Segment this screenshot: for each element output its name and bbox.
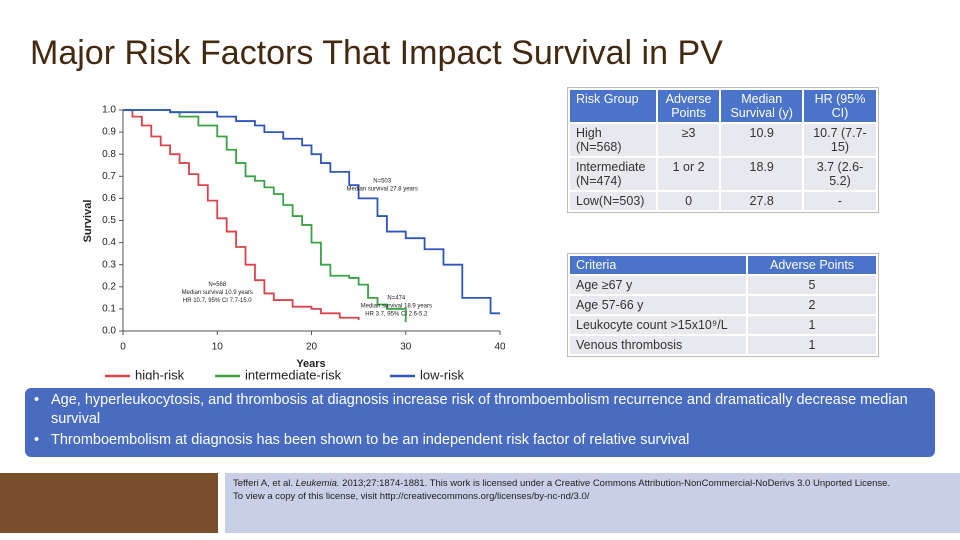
table-cell: High (N=568): [568, 122, 658, 158]
y-tick-label: 0.3: [102, 259, 116, 270]
annotation: N=474: [387, 295, 406, 301]
chart: 0.0 0.1 0.2 0.3 0.4 0.5 0.6 0.7 0.8 0.9 1.0 0 10 20 30…: [80, 87, 505, 380]
table-cell: Age ≥67 y: [567, 274, 749, 296]
table-cell: 27.8: [719, 190, 804, 212]
table-row: Leukocyte count >15x10⁹/L 1: [567, 314, 878, 336]
x-axis-label: Years: [296, 358, 325, 370]
header-cell: Median Survival (y): [719, 88, 804, 124]
x-tick-label: 10: [212, 342, 224, 353]
y-tick-label: 0.5: [102, 215, 116, 226]
y-tick-label: 0.8: [102, 149, 116, 160]
y-tick-label: 0.2: [102, 281, 116, 292]
footer-bar: [0, 473, 218, 533]
citation-journal: Leukemia.: [295, 478, 340, 489]
table-cell: 10.7 (7.7-15): [801, 122, 879, 158]
legend-label: intermediate-risk: [245, 367, 342, 380]
legend-label: low-risk: [420, 367, 465, 380]
table-cell: 18.9: [719, 156, 804, 192]
x-tick-label: 40: [494, 342, 505, 353]
survival-curve: [123, 109, 500, 315]
x-tick-label: 0: [120, 342, 126, 353]
annotation: N=568: [208, 282, 227, 288]
table-cell: 3.7 (2.6-5.2): [801, 156, 879, 192]
bullet-list: Age, hyperleukocytosis, and thrombosis a…: [25, 388, 935, 457]
header-row: Risk Group Adverse Points Median Survival …: [568, 88, 879, 124]
citation-text: 2013;27:1874-1881. This work is licensed…: [342, 478, 891, 489]
table-cell: Leukocyte count >15x10⁹/L: [567, 314, 749, 336]
annotation: N=503: [373, 178, 392, 184]
header-row: Criteria Adverse Points: [567, 254, 878, 276]
table-cell: 0: [655, 190, 722, 212]
survival-curve: [123, 109, 407, 323]
table-cell: Intermediate (N=474): [568, 156, 658, 192]
table-cell: 2: [746, 294, 878, 316]
header-cell: Risk Group: [568, 88, 658, 124]
criteria-table: Criteria Adverse Points Age ≥67 y 5 Age 57-6…: [567, 254, 878, 356]
annotation: HR 3.7, 95% CI 2.6-5.2: [365, 311, 428, 317]
y-tick-label: 0.9: [102, 127, 116, 138]
y-tick-label: 0.4: [102, 237, 116, 248]
citation-authors: Tefferi A, et al.: [233, 478, 294, 489]
header-cell: Adverse Points: [746, 254, 878, 276]
citation: Tefferi A, et al. Leukemia. 2013;27:1874…: [225, 473, 960, 533]
bullet: Age, hyperleukocytosis, and thrombosis a…: [25, 391, 935, 429]
table-cell: 1: [746, 334, 878, 356]
table-cell: -: [801, 190, 879, 212]
table-cell: Age 57-66 y: [567, 294, 749, 316]
table-cell: Venous thrombosis: [567, 334, 749, 356]
survival-curve: [123, 109, 360, 320]
y-tick-label: 0.7: [102, 171, 116, 182]
table-row: Intermediate (N=474) 1 or 2 18.9 3.7 (2.6-5…: [568, 156, 879, 192]
table-row: Venous thrombosis 1: [567, 334, 878, 356]
table-cell: ≥3: [655, 122, 722, 158]
table-cell: 1 or 2: [655, 156, 722, 192]
header-cell: HR (95% CI): [801, 88, 879, 124]
y-tick-label: 0.1: [102, 304, 116, 315]
annotation: Median survival 27.8 years: [347, 186, 418, 192]
risk-table: Risk Group Adverse Points Median Survival …: [568, 88, 879, 212]
y-tick-label: 1.0: [102, 105, 116, 116]
legend-label: high-risk: [135, 367, 185, 380]
header-cell: Adverse Points: [655, 88, 722, 124]
y-tick-label: 0.0: [102, 326, 116, 337]
table-cell: 10.9: [719, 122, 804, 158]
table-cell: 1: [746, 314, 878, 336]
x-tick-label: 20: [306, 342, 318, 353]
annotation: Median survival 18.9 years: [361, 303, 432, 309]
citation-license: To view a copy of this license, visit ht…: [233, 491, 590, 502]
header-cell: Criteria: [567, 254, 749, 276]
bullet: Thromboembolism at diagnosis has been sh…: [25, 431, 935, 450]
y-axis-label: Survival: [82, 200, 94, 243]
table-row: Low(N=503) 0 27.8-: [568, 190, 879, 212]
y-tick-label: 0.6: [102, 193, 116, 204]
table-cell: 5: [746, 274, 878, 296]
x-tick-label: 30: [400, 342, 412, 353]
annotation: Median survival 10.9 years: [182, 290, 253, 296]
slide-title: Major Risk Factors That Impact Survival …: [30, 34, 723, 72]
table-row: High (N=568) ≥3 10.9 10.7 (7.7-15): [568, 122, 879, 158]
annotation: HR 10.7, 95% CI 7.7-15.0: [183, 298, 252, 304]
table-cell: Low(N=503): [568, 190, 658, 212]
